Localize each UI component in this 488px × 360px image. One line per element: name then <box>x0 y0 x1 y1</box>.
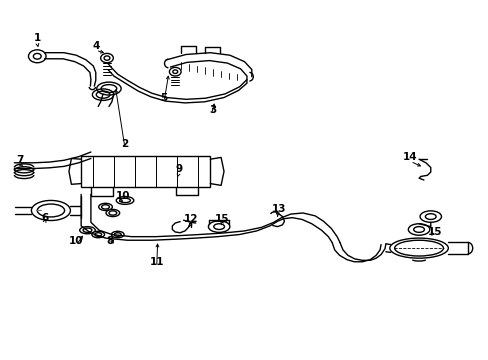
Text: 13: 13 <box>271 204 285 214</box>
Text: 15: 15 <box>427 227 441 237</box>
Ellipse shape <box>80 226 95 234</box>
Circle shape <box>169 67 181 76</box>
Ellipse shape <box>31 201 70 221</box>
Text: 5: 5 <box>160 93 167 103</box>
Text: 3: 3 <box>209 105 216 115</box>
Text: 8: 8 <box>106 236 114 246</box>
Text: 15: 15 <box>215 215 229 224</box>
Ellipse shape <box>208 221 229 232</box>
Text: 7: 7 <box>17 155 24 165</box>
Text: 2: 2 <box>121 139 128 149</box>
Ellipse shape <box>111 231 124 238</box>
Ellipse shape <box>407 224 429 235</box>
Circle shape <box>104 56 110 60</box>
Ellipse shape <box>106 210 120 217</box>
Text: 9: 9 <box>175 164 182 174</box>
Circle shape <box>33 53 41 59</box>
Ellipse shape <box>116 197 134 204</box>
Ellipse shape <box>419 211 441 222</box>
Text: 10: 10 <box>69 236 83 246</box>
Text: 10: 10 <box>115 191 130 201</box>
Text: 6: 6 <box>41 213 48 222</box>
Text: 14: 14 <box>402 152 417 162</box>
Ellipse shape <box>99 203 112 211</box>
Circle shape <box>101 53 113 63</box>
Text: 4: 4 <box>92 41 99 50</box>
Ellipse shape <box>389 238 447 258</box>
Text: 11: 11 <box>149 257 163 267</box>
Bar <box>81 156 210 187</box>
Circle shape <box>28 50 46 63</box>
Circle shape <box>172 70 177 73</box>
Text: 12: 12 <box>183 215 198 224</box>
Ellipse shape <box>92 231 104 238</box>
Text: 1: 1 <box>34 33 41 43</box>
